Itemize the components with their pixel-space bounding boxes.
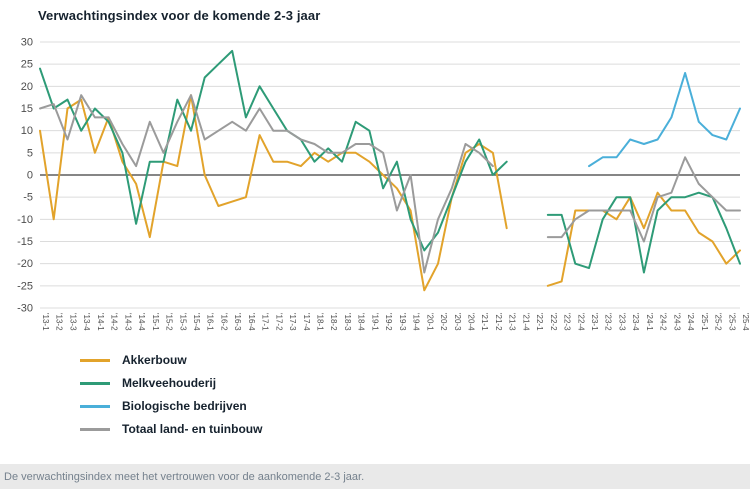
legend-item: Akkerbouw xyxy=(80,352,262,368)
x-tick-label: '25-2 xyxy=(714,313,723,331)
x-tick-label: '25-4 xyxy=(741,313,750,331)
x-tick-label: '20-2 xyxy=(439,313,448,331)
y-tick-label: 10 xyxy=(21,125,33,137)
x-tick-label: '14-4 xyxy=(137,313,146,331)
legend-swatch xyxy=(80,404,110,408)
x-tick-label: '25-3 xyxy=(727,313,736,331)
y-tick-label: -20 xyxy=(17,258,33,270)
x-tick-label: '19-1 xyxy=(370,313,379,331)
legend-label: Totaal land- en tuinbouw xyxy=(122,422,263,436)
y-tick-label: 20 xyxy=(21,81,33,93)
x-tick-label: '24-3 xyxy=(672,313,681,331)
x-tick-label: '17-1 xyxy=(261,313,270,331)
x-tick-label: '18-3 xyxy=(343,313,352,331)
x-tick-label: '18-1 xyxy=(316,313,325,331)
x-tick-label: '13-2 xyxy=(55,313,64,331)
legend-swatch xyxy=(80,358,110,362)
legend-item: Totaal land- en tuinbouw xyxy=(80,421,262,437)
x-tick-label: '21-4 xyxy=(521,313,530,331)
footer-note-bar: De verwachtingsindex meet het vertrouwen… xyxy=(0,464,750,489)
x-tick-label: '22-2 xyxy=(549,313,558,331)
y-tick-label: -30 xyxy=(17,303,33,315)
x-tick-label: '23-1 xyxy=(590,313,599,331)
y-tick-label: 0 xyxy=(27,170,33,182)
legend-label: Akkerbouw xyxy=(122,353,187,367)
x-tick-label: '24-2 xyxy=(659,313,668,331)
x-tick-label: '25-1 xyxy=(700,313,709,331)
x-tick-label: '13-1 xyxy=(41,313,50,331)
y-tick-label: -5 xyxy=(23,192,33,204)
x-tick-label: '22-1 xyxy=(535,313,544,331)
x-tick-label: '22-4 xyxy=(576,313,585,331)
y-tick-label: -15 xyxy=(17,236,33,248)
x-tick-label: '23-4 xyxy=(631,313,640,331)
x-tick-label: '23-3 xyxy=(618,313,627,331)
x-tick-label: '18-4 xyxy=(357,313,366,331)
x-tick-label: '17-4 xyxy=(302,313,311,331)
x-tick-label: '13-3 xyxy=(69,313,78,331)
x-tick-label: '22-3 xyxy=(563,313,572,331)
line-chart: 30 25 20 15 10 5 0 -5 -10 -15 -20 -25 -30 '13-1 '13-2 '… xyxy=(17,37,750,332)
y-tick-label: 15 xyxy=(21,103,33,115)
y-tick-label: 5 xyxy=(27,147,33,159)
y-tick-label: 25 xyxy=(21,59,33,71)
x-tick-label: '14-1 xyxy=(96,313,105,331)
legend: Akkerbouw Melkveehouderij Biologische bedr… xyxy=(80,352,262,437)
x-tick-label: '16-2 xyxy=(219,313,228,331)
x-tick-label: '14-2 xyxy=(110,313,119,331)
x-tick-label: '21-2 xyxy=(494,313,503,331)
x-tick-label: '19-2 xyxy=(384,313,393,331)
legend-label: Melkveehouderij xyxy=(122,376,217,390)
legend-item: Melkveehouderij xyxy=(80,375,262,391)
legend-swatch xyxy=(80,427,110,431)
y-tick-label: -25 xyxy=(17,280,33,292)
x-tick-label: '19-4 xyxy=(412,313,421,331)
x-tick-label: '21-3 xyxy=(508,313,517,331)
series-line-akkerbouw xyxy=(39,94,741,292)
x-tick-label: '23-2 xyxy=(604,313,613,331)
y-tick-label: -10 xyxy=(17,214,33,226)
series-line-melkveehouderij xyxy=(39,49,741,274)
x-tick-label: '17-2 xyxy=(274,313,283,331)
x-tick-label: '21-1 xyxy=(480,313,489,331)
x-tick-label: '20-3 xyxy=(453,313,462,331)
chart-title: Verwachtingsindex voor de komende 2-3 ja… xyxy=(38,8,321,23)
x-tick-label: '19-3 xyxy=(398,313,407,331)
series-line-biologische-bedrijven xyxy=(588,72,741,168)
x-tick-label: '15-2 xyxy=(165,313,174,331)
x-tick-label: '16-1 xyxy=(206,313,215,331)
x-tick-label: '24-1 xyxy=(645,313,654,331)
x-tick-label: '17-3 xyxy=(288,313,297,331)
x-tick-label: '24-4 xyxy=(686,313,695,331)
y-tick-label: 30 xyxy=(21,37,33,49)
x-tick-label: '15-1 xyxy=(151,313,160,331)
x-tick-label: '16-4 xyxy=(247,313,256,331)
legend-label: Biologische bedrijven xyxy=(122,399,247,413)
footer-note: De verwachtingsindex meet het vertrouwen… xyxy=(4,470,365,483)
x-tick-label: '15-3 xyxy=(178,313,187,331)
x-tick-label: '15-4 xyxy=(192,313,201,331)
x-tick-label: '14-3 xyxy=(123,313,132,331)
x-tick-label: '16-3 xyxy=(233,313,242,331)
x-tick-label: '20-1 xyxy=(425,313,434,331)
legend-swatch xyxy=(80,381,110,385)
x-tick-label: '20-4 xyxy=(467,313,476,331)
x-tick-label: '13-4 xyxy=(82,313,91,331)
x-tick-label: '18-2 xyxy=(329,313,338,331)
series-line-totaal-land-en-tuinbouw xyxy=(39,94,741,274)
legend-item: Biologische bedrijven xyxy=(80,398,262,414)
